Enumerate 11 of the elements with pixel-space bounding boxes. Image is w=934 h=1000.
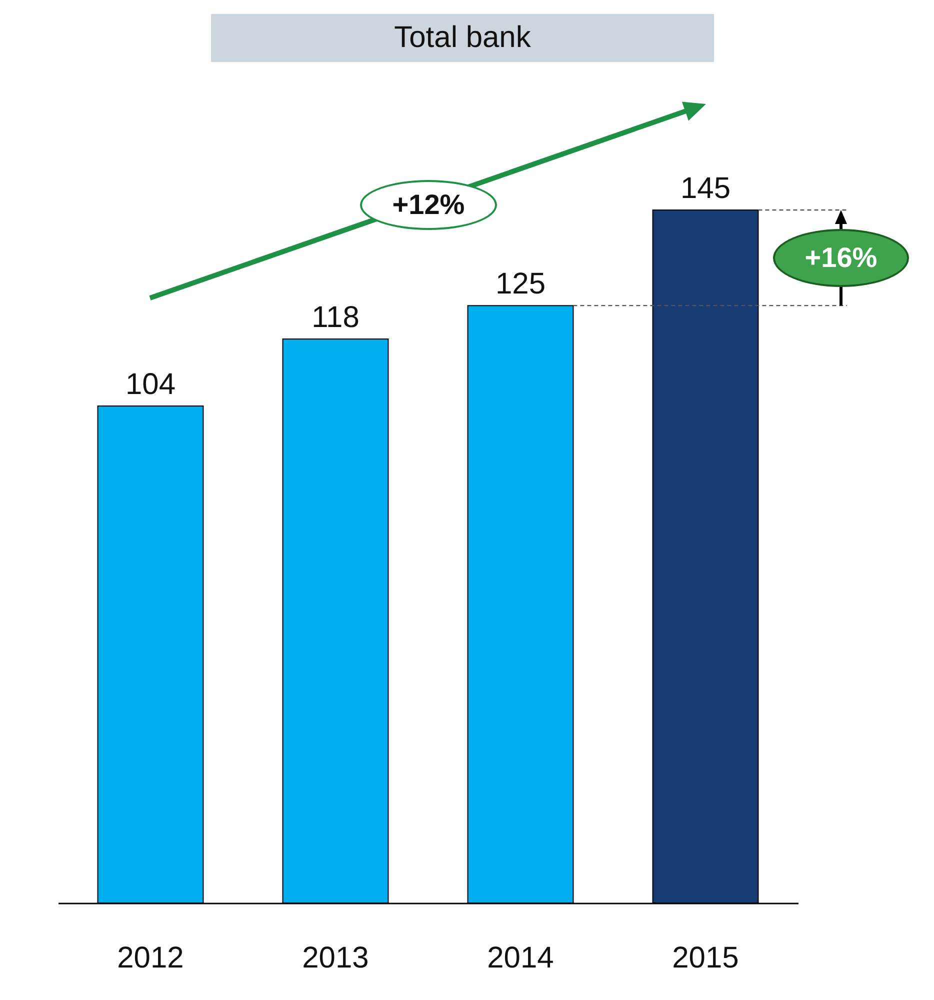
annotation: +12% [360, 180, 497, 230]
x-tick-label: 2013 [302, 942, 369, 974]
text: +16% [773, 228, 909, 287]
data-label: 104 [125, 368, 176, 401]
chart-title: Total bank [211, 14, 714, 62]
x-tick-label: 2014 [487, 942, 554, 974]
x-tick-label: 2015 [672, 942, 739, 974]
data-label: 145 [680, 172, 731, 205]
data-label: 118 [312, 301, 360, 334]
x-tick-label: 2012 [117, 942, 184, 974]
data-label: 125 [495, 268, 546, 301]
